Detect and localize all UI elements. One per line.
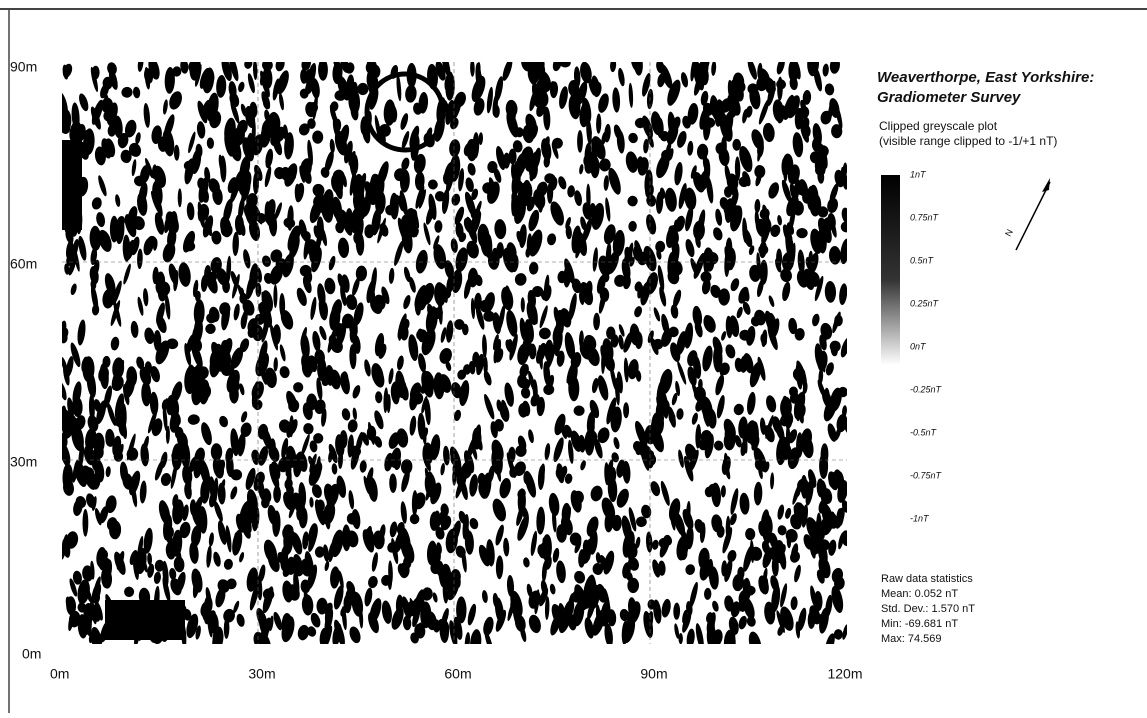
legend-label: 0.5nT	[910, 255, 935, 265]
texture-blob	[679, 633, 683, 644]
x-label: 60m	[444, 666, 471, 682]
stats-line: Max: 74.569	[881, 633, 942, 645]
stats-line: Min: -69.681 nT	[881, 618, 958, 630]
legend-bar	[881, 175, 900, 365]
texture-blob	[312, 131, 323, 144]
y-label: 30m	[10, 454, 37, 470]
texture-blob	[623, 402, 629, 418]
legend-label: -0.5nT	[910, 427, 938, 437]
survey-map: 90m 60m 30m 0m 0m 30m 60m 90m 120m Weave…	[0, 0, 1147, 713]
texture-blob	[178, 188, 182, 207]
texture-blob	[317, 216, 324, 241]
x-label: 120m	[827, 666, 862, 682]
texture-blob	[802, 192, 812, 204]
x-label: 30m	[248, 666, 275, 682]
legend-label: 0.75nT	[910, 212, 940, 222]
y-label: 90m	[10, 59, 37, 75]
legend-label: -1nT	[910, 513, 930, 523]
texture-blob	[776, 249, 782, 268]
texture-blob	[367, 426, 376, 441]
texture-blob	[105, 600, 185, 640]
texture-blob	[388, 572, 392, 590]
texture-blob	[577, 130, 583, 153]
texture-blob	[273, 485, 281, 503]
texture-blob	[529, 344, 537, 360]
stats-line: Std. Dev.: 1.570 nT	[881, 603, 975, 615]
x-label: 90m	[640, 666, 667, 682]
texture-blob	[391, 381, 401, 401]
stats-line: Mean: 0.052 nT	[881, 588, 958, 600]
y-label: 60m	[10, 256, 37, 272]
texture-blob	[62, 140, 82, 230]
y-label: 0m	[22, 646, 41, 662]
texture-blob	[537, 187, 543, 213]
title: Gradiometer Survey	[877, 89, 1021, 106]
x-label: 0m	[50, 666, 69, 682]
texture-blob	[783, 165, 787, 182]
texture-blob	[456, 596, 466, 623]
texture-blob	[273, 284, 277, 308]
legend-label: 1nT	[910, 169, 927, 179]
legend-label: 0nT	[910, 341, 927, 351]
texture-blob	[83, 509, 89, 537]
texture-blob	[732, 139, 741, 151]
title: Weaverthorpe, East Yorkshire:	[877, 69, 1094, 86]
legend-label: 0.25nT	[910, 298, 940, 308]
texture-blob	[819, 453, 828, 479]
subtitle: (visible range clipped to -1/+1 nT)	[879, 134, 1057, 148]
legend-label: -0.75nT	[910, 470, 943, 480]
subtitle: Clipped greyscale plot	[879, 119, 998, 133]
legend-label: -0.25nT	[910, 384, 943, 394]
stats-heading: Raw data statistics	[881, 573, 973, 585]
